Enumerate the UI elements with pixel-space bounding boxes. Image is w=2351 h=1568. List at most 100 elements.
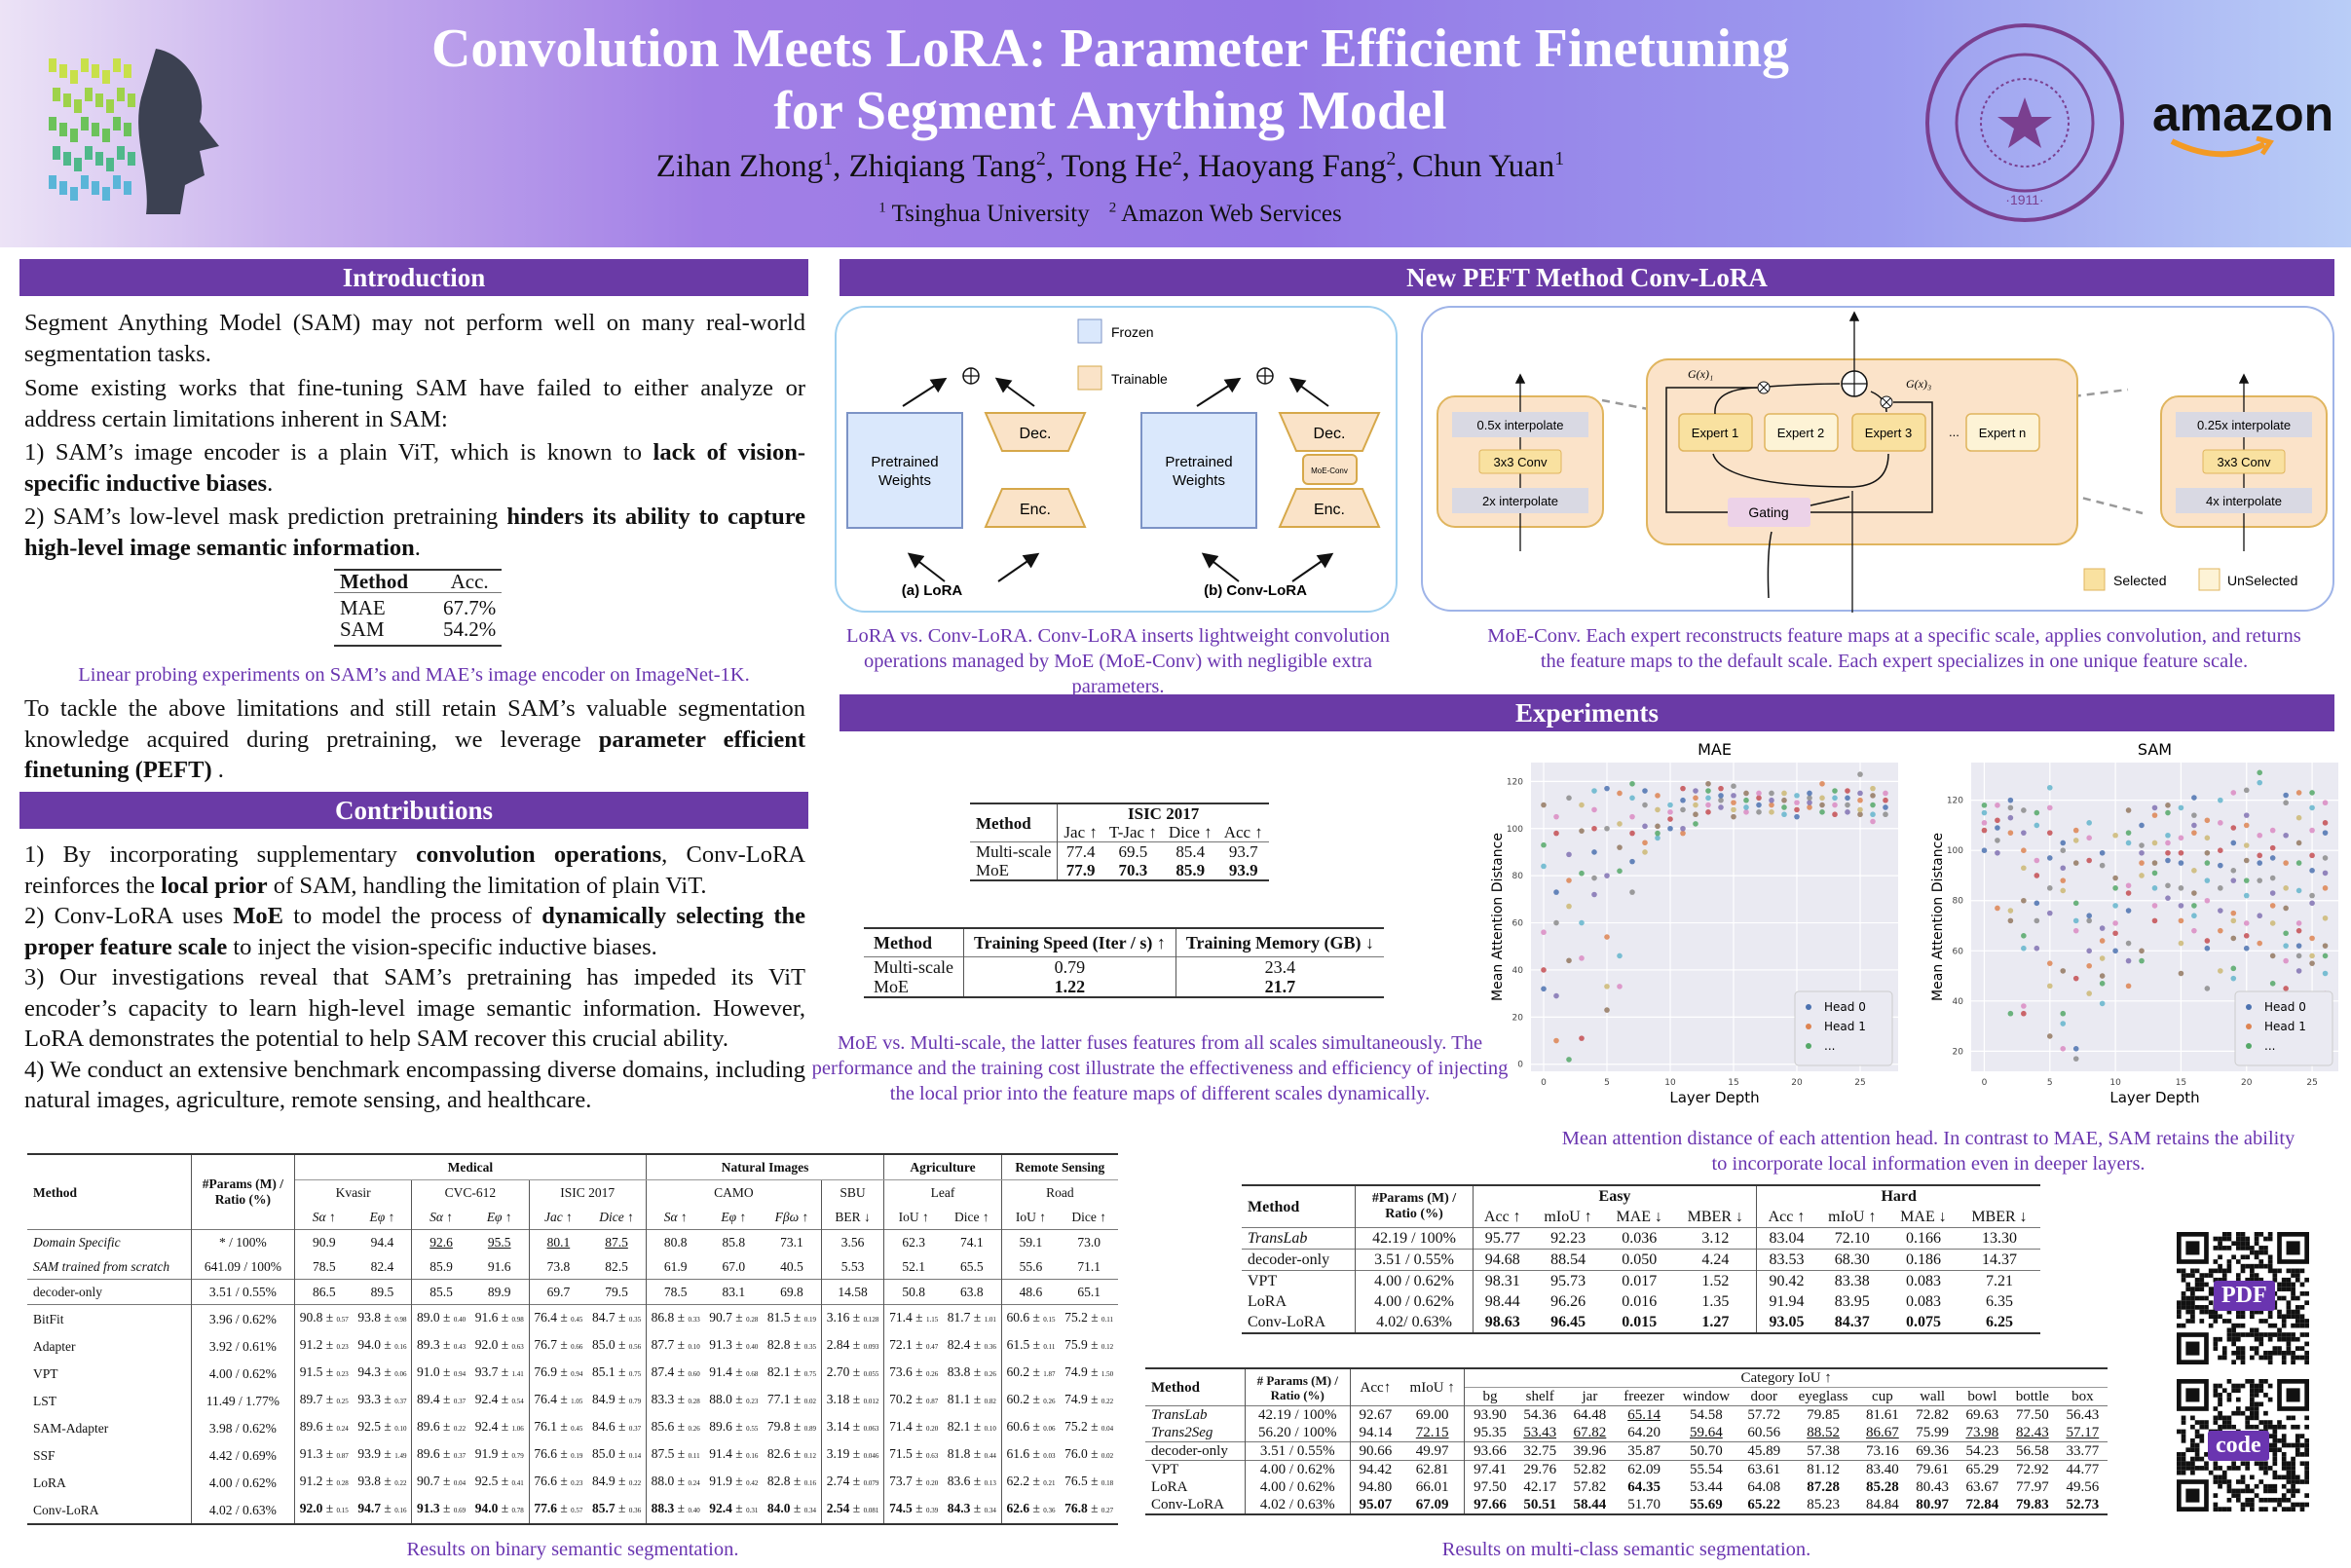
logo-pixel: [85, 146, 93, 160]
code-qr-code[interactable]: code: [2177, 1379, 2309, 1516]
std-value: 0.128: [863, 1316, 879, 1324]
attention-head-point: [1981, 803, 1988, 808]
value-cell: 94.42: [1359, 1462, 1393, 1477]
attention-head-point: [1807, 795, 1812, 802]
value-cell: 83.8 ± 0.26: [943, 1360, 1002, 1387]
table-row: VPT 4.00 / 0.62% 98.31 95.73 0.017 1.52 90.42 8…: [1242, 1270, 2040, 1291]
attention-head-point: [1693, 802, 1698, 808]
attention-head-point: [2139, 822, 2145, 829]
logo-pixel: [53, 88, 60, 101]
value-cell: 0.036: [1622, 1230, 1658, 1247]
mean-value: 86.8: [651, 1310, 675, 1325]
attention-head-point: [2007, 830, 2014, 836]
value-cell: 87.5 ± 0.11: [651, 1446, 700, 1461]
std-value: 0.44: [984, 1452, 996, 1460]
flow-arrow: [1201, 552, 1240, 582]
attention-head-point: [2295, 860, 2302, 866]
column-header: Training Memory (GB) ↓: [1185, 933, 1374, 952]
value-cell: 90.7 ± 0.04: [417, 1474, 466, 1488]
attention-head-point: [1566, 957, 1572, 964]
pdf-qr-code[interactable]: PDF: [2177, 1232, 2309, 1369]
expert-label: Expert n: [1979, 426, 2026, 440]
value-cell: 95.73: [1550, 1273, 1586, 1289]
value-cell: 67.0: [705, 1254, 764, 1280]
attention-head-point: [1995, 817, 2000, 824]
flow-arrow: [907, 552, 946, 582]
mean-value: 75.9: [1064, 1337, 1088, 1352]
value-cell: 53.43: [1523, 1425, 1557, 1440]
value-cell: 83.04: [1769, 1230, 1805, 1247]
value-cell: 86.5: [294, 1280, 353, 1305]
legend-label: ...: [2264, 1039, 2275, 1053]
method-cell: MoE: [970, 861, 1059, 880]
attention-head-point: [2309, 804, 2315, 811]
attention-head-point: [2295, 814, 2302, 821]
value-cell: 88.0 ± 0.23: [709, 1392, 759, 1406]
affiliation-name: Tsinghua University: [891, 201, 1090, 228]
author-list: Zihan Zhong1, Zhiqiang Tang2, Tong He2, …: [321, 148, 1899, 185]
expert-label: Expert 3: [1865, 426, 1912, 440]
value-cell: 96.26: [1550, 1293, 1586, 1310]
value-cell: 85.0 ± 0.14: [587, 1441, 647, 1469]
attention-head-point: [1604, 984, 1610, 989]
attention-head-point: [2309, 852, 2315, 859]
attention-head-point: [2165, 832, 2171, 839]
value-cell: 62.09: [1627, 1462, 1661, 1477]
attention-head-point: [1807, 800, 1812, 805]
params-column-header: #Params (M) / Ratio (%): [191, 1154, 295, 1230]
value-cell: 93.9: [1228, 861, 1258, 879]
table-row: decoder-only 3.51 / 0.55% 86.5 89.5 85.5 89.9…: [27, 1279, 1118, 1305]
value-cell: 61.9: [646, 1254, 704, 1280]
y-tick-label: 120: [1507, 777, 1523, 787]
value-cell: 76.7 ± 0.66: [534, 1337, 583, 1352]
mean-value: 76.1: [534, 1419, 557, 1434]
params-cell: 4.02 / 0.63%: [1245, 1496, 1351, 1514]
value-cell: 69.7: [529, 1280, 587, 1305]
affiliations: 1 Tsinghua University 2 Amazon Web Servic…: [321, 201, 1899, 228]
attention-head-point: [2021, 807, 2027, 813]
attention-head-point: [2125, 940, 2132, 947]
mean-value: 78.5: [312, 1259, 336, 1274]
attention-head-point: [1629, 858, 1635, 865]
category-header: eyeglass: [1798, 1389, 1848, 1404]
value-cell: 57.38: [1807, 1443, 1840, 1459]
std-value: 0.06: [394, 1370, 407, 1378]
linear-probing-caption: Linear probing experiments on SAM’s and …: [78, 664, 750, 686]
value-cell: 91.4 ± 0.68: [709, 1364, 759, 1379]
attention-head-point: [1693, 811, 1698, 818]
attention-head-point: [1781, 811, 1787, 818]
value-cell: 60.2 ± 0.26: [1006, 1392, 1056, 1406]
method-cell: Trans2Seg: [1145, 1424, 1246, 1442]
value-cell: 85.9: [1176, 861, 1206, 879]
value-cell: 76.9 ± 0.94: [534, 1364, 583, 1379]
mean-value: 3.56: [840, 1235, 865, 1250]
attention-head-point: [2295, 790, 2302, 796]
chart-title: MAE: [1698, 740, 1732, 759]
value-cell: 93.90: [1474, 1407, 1507, 1423]
affiliation-number: 2: [1108, 201, 1117, 216]
attention-head-point: [1553, 919, 1559, 926]
y-axis-label: Mean Attention Distance: [1930, 833, 1946, 1001]
attention-head-point: [1591, 788, 1597, 794]
attention-head-point: [2178, 860, 2184, 866]
value-cell: 94.0 ± 0.78: [469, 1496, 530, 1524]
frozen-legend-label: Frozen: [1111, 324, 1154, 340]
attention-head-point: [2230, 825, 2237, 831]
y-tick-label: 20: [1512, 1013, 1524, 1023]
attention-head-point: [2309, 827, 2315, 834]
trainable-legend-swatch: [1077, 365, 1102, 391]
value-cell: 62.3: [884, 1230, 943, 1255]
attention-head-point: [2269, 875, 2276, 881]
attention-head-point: [2322, 915, 2329, 921]
value-cell: 2.70 ± 0.055: [821, 1360, 885, 1387]
mean-value: 76.4: [534, 1310, 557, 1325]
attention-head-point: [2295, 943, 2302, 949]
legend-label: Head 1: [1824, 1020, 1866, 1033]
mean-value: 75.2: [1064, 1310, 1088, 1325]
value-cell: 48.6: [1001, 1280, 1060, 1305]
value-cell: 77.97: [2015, 1479, 2049, 1495]
value-cell: 98.31: [1484, 1273, 1520, 1289]
attention-head-point: [2178, 940, 2184, 947]
value-cell: 50.51: [1523, 1497, 1557, 1512]
attention-head-point: [2322, 885, 2329, 891]
